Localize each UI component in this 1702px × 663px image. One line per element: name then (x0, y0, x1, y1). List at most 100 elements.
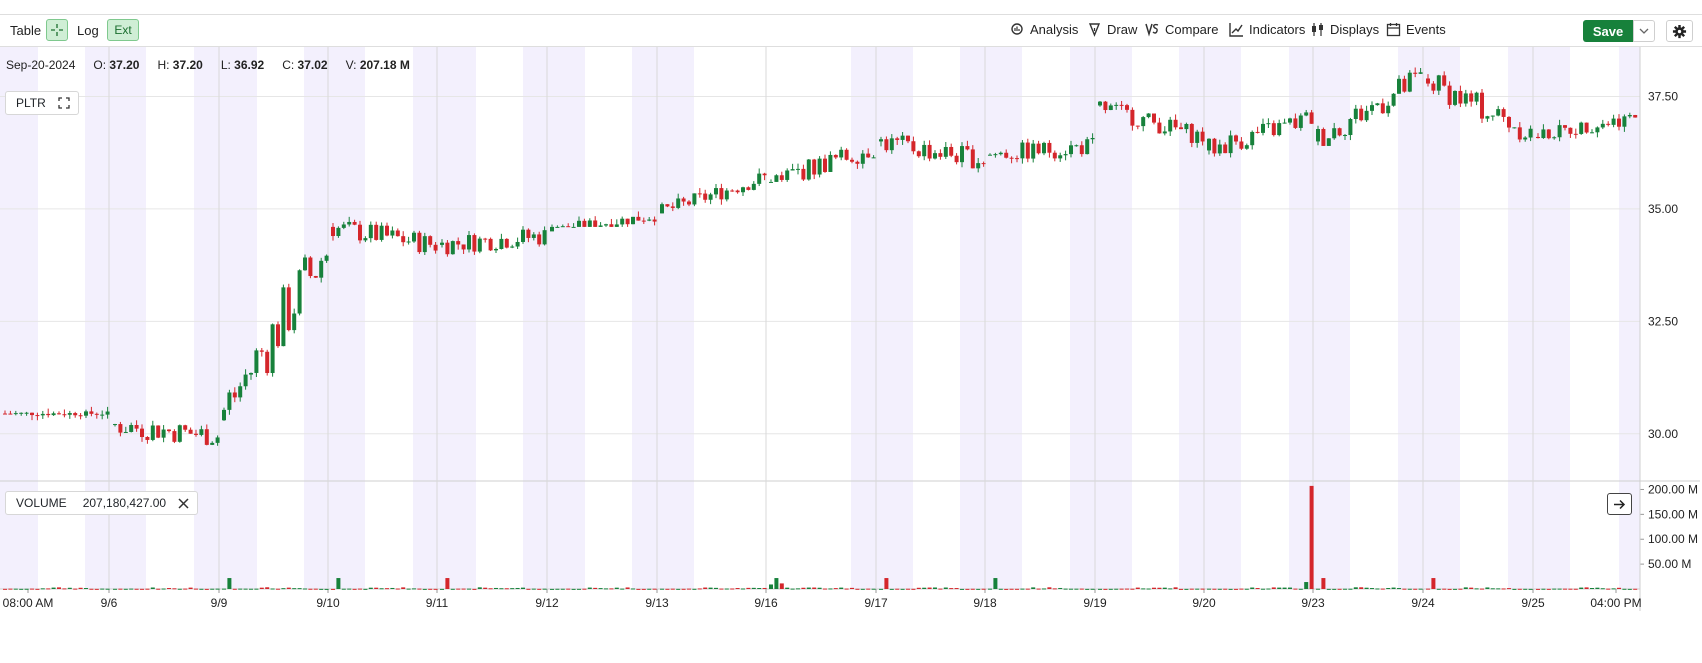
candle-body (817, 158, 822, 175)
settings-button[interactable] (1666, 20, 1693, 42)
crosshair-button[interactable] (46, 19, 68, 41)
close-icon[interactable] (178, 497, 189, 509)
candle-body (324, 255, 329, 261)
volume-bar (1617, 587, 1621, 589)
candle-body (687, 201, 691, 205)
candle-body (172, 431, 177, 442)
candle-body (456, 241, 461, 245)
candle-body (1152, 113, 1156, 123)
candle-body (828, 154, 833, 172)
volume-bar (494, 587, 498, 589)
candle-body (598, 225, 603, 227)
volume-bar (1074, 588, 1079, 590)
volume-bar (746, 587, 751, 589)
candle-body (1391, 93, 1396, 106)
save-options-button[interactable] (1633, 20, 1655, 42)
volume-bar (1223, 588, 1228, 590)
candle-body (1469, 93, 1474, 102)
candle-body (259, 350, 264, 352)
analysis-menu[interactable]: Analysis (1010, 22, 1078, 37)
candle-body (515, 241, 520, 247)
candle-body (188, 429, 193, 434)
volume-panel-label: VOLUME (16, 496, 67, 510)
candle-body (1239, 141, 1244, 149)
volume-bar (78, 587, 83, 589)
candle-body (1266, 123, 1271, 125)
log-toggle[interactable]: Log (77, 23, 99, 38)
candle-body (1370, 105, 1374, 111)
draw-menu[interactable]: Draw (1087, 22, 1137, 37)
candle-body (560, 226, 565, 228)
candle-body (860, 153, 865, 164)
x-tick-label: 9/23 (1301, 596, 1325, 610)
candle-body (319, 260, 324, 278)
symbol-legend[interactable]: PLTR (5, 91, 79, 115)
volume-bar (368, 587, 373, 589)
scroll-to-latest-button[interactable] (1607, 493, 1632, 515)
low-value: 36.92 (234, 58, 265, 72)
candle-body (916, 151, 921, 157)
volume-bar (134, 588, 139, 590)
candle-body (1184, 123, 1189, 130)
price-chart[interactable]: 37.50 35.00 32.50 30.00 200.00 M 150.00 M 100.… (0, 47, 1702, 663)
arrow-right-icon (1614, 499, 1626, 509)
volume-bar (1563, 588, 1567, 590)
candle-body (276, 324, 280, 347)
candle-body (571, 226, 576, 228)
candle-body (499, 238, 504, 250)
volume-bar (976, 588, 981, 590)
expand-icon[interactable] (58, 97, 70, 109)
volume-bar (916, 587, 921, 589)
candle-body (336, 227, 341, 237)
volume-bar (1332, 588, 1337, 590)
candle-body (1020, 142, 1025, 159)
indicators-menu[interactable]: Indicators (1229, 22, 1305, 37)
volume-bar (1418, 588, 1423, 590)
candle-body (401, 236, 406, 243)
candle-body (145, 437, 150, 440)
volume-bar (341, 588, 346, 590)
volume-bar (774, 578, 779, 589)
save-button[interactable]: Save (1583, 20, 1633, 42)
candle-body (440, 242, 444, 245)
volume-bar (769, 584, 773, 589)
candle-body (660, 204, 664, 214)
volume-panel-value: 207,180,427.00 (82, 496, 167, 510)
candle-body (1507, 116, 1511, 128)
volume-bar (762, 587, 767, 589)
extended-hours-band (413, 47, 476, 589)
candle-body (1447, 85, 1452, 105)
volume-bar (1162, 587, 1167, 589)
candle-body (477, 238, 482, 252)
candle-body (183, 425, 188, 430)
volume-bar (839, 587, 844, 589)
volume-bar (1288, 587, 1292, 589)
candle-body (1052, 152, 1057, 159)
ext-hours-button[interactable]: Ext (107, 19, 139, 41)
candle-body (488, 238, 493, 251)
displays-menu[interactable]: Displays (1310, 22, 1379, 37)
volume-bar (1157, 587, 1162, 589)
x-tick-label: 9/6 (101, 596, 118, 610)
candle-body (129, 425, 134, 432)
candle-body (62, 414, 67, 416)
candle-body (1085, 139, 1090, 155)
high-label: H: (157, 58, 170, 72)
events-menu[interactable]: Events (1386, 22, 1446, 37)
volume-legend[interactable]: VOLUME 207,180,427.00 (5, 491, 198, 515)
candle-body (374, 224, 379, 240)
candle-body (428, 236, 433, 245)
volume-bar (129, 588, 134, 590)
volume-bar (46, 588, 51, 590)
candle-body (347, 221, 352, 225)
compare-menu[interactable]: Compare (1145, 22, 1218, 37)
candle-body (593, 220, 598, 227)
candle-body (555, 226, 560, 228)
volume-bar (510, 588, 515, 590)
candle-body (1375, 103, 1380, 106)
table-toggle[interactable]: Table (10, 23, 42, 38)
volume-bar (30, 588, 34, 590)
volume-bar (1431, 578, 1436, 589)
volume-bar (483, 587, 488, 589)
candle-body (84, 411, 88, 416)
